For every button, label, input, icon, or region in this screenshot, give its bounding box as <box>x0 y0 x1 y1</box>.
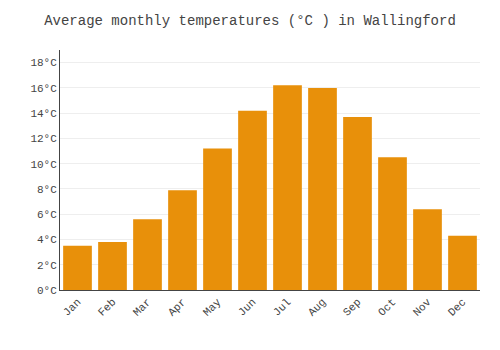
svg-text:Feb: Feb <box>96 296 118 318</box>
svg-text:Jun: Jun <box>236 296 258 318</box>
svg-text:10°C: 10°C <box>30 159 57 171</box>
svg-text:6°C: 6°C <box>37 209 57 221</box>
svg-text:Mar: Mar <box>131 296 153 318</box>
svg-text:Aug: Aug <box>306 296 328 318</box>
svg-text:2°C: 2°C <box>37 260 57 272</box>
svg-text:18°C: 18°C <box>30 57 57 69</box>
svg-text:16°C: 16°C <box>30 83 57 95</box>
svg-text:Average monthly temperatures (: Average monthly temperatures (°C ) in Wa… <box>44 13 456 29</box>
svg-text:Oct: Oct <box>376 296 398 318</box>
svg-text:Sep: Sep <box>341 296 363 318</box>
svg-text:8°C: 8°C <box>37 184 57 196</box>
svg-text:May: May <box>201 296 224 319</box>
svg-text:4°C: 4°C <box>37 234 57 246</box>
svg-text:Jul: Jul <box>271 296 293 318</box>
svg-text:0°C: 0°C <box>37 285 57 297</box>
svg-text:Dec: Dec <box>446 296 468 318</box>
svg-text:Apr: Apr <box>166 296 188 318</box>
svg-text:Nov: Nov <box>411 296 434 319</box>
svg-text:Jan: Jan <box>61 296 83 318</box>
svg-text:14°C: 14°C <box>30 108 57 120</box>
svg-text:12°C: 12°C <box>30 133 57 145</box>
